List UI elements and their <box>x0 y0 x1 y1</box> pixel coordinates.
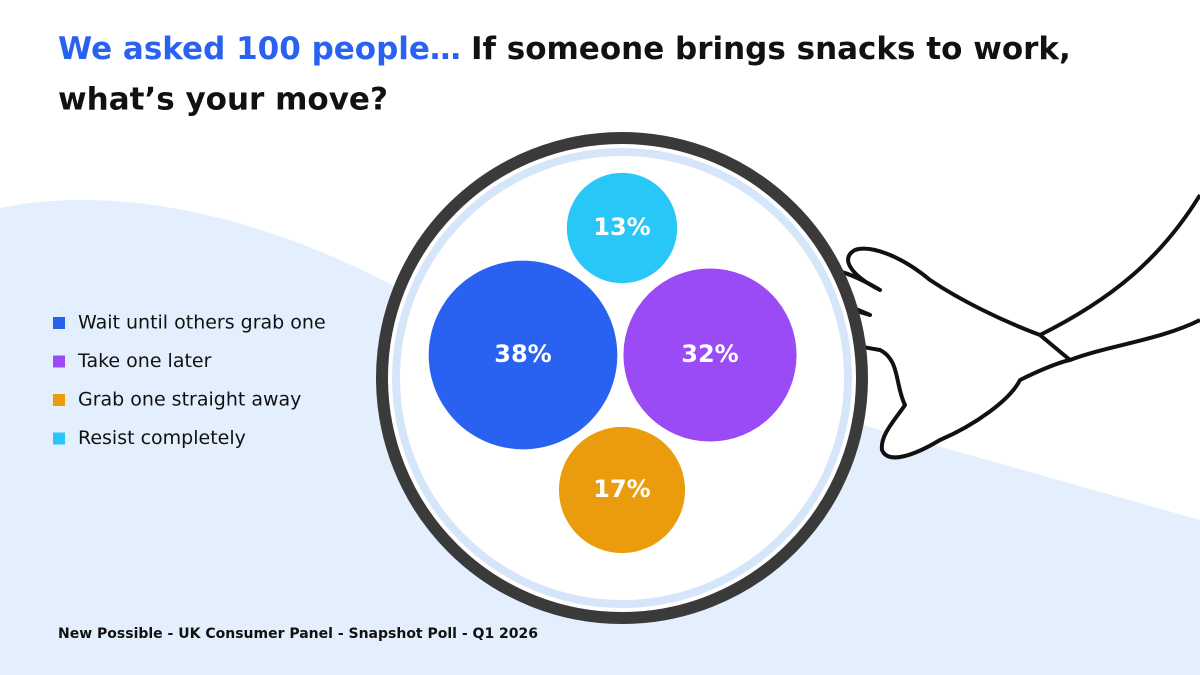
legend-label: Take one later <box>77 350 212 372</box>
title-highlight: We asked 100 people… <box>58 31 461 67</box>
legend-label: Resist completely <box>78 427 246 449</box>
legend-swatch <box>53 432 65 445</box>
chart-title: We asked 100 people… If someone brings sn… <box>58 31 1071 67</box>
legend-swatch <box>53 355 65 368</box>
value-label: 13% <box>593 213 650 241</box>
source: New Possible - UK Consumer Panel - Snaps… <box>58 626 538 642</box>
legend-label: Wait until others grab one <box>78 312 326 334</box>
plate <box>376 132 868 624</box>
title-line: If someone brings snacks to work, <box>471 31 1071 67</box>
value-label: 38% <box>494 340 551 368</box>
value-label: 32% <box>681 340 738 368</box>
value-label: 17% <box>593 475 650 503</box>
legend-swatch <box>53 394 65 406</box>
title-line: what’s your move? <box>58 82 388 118</box>
bubble <box>558 426 686 554</box>
plate-rim <box>392 148 852 608</box>
legend-swatch <box>53 317 65 329</box>
arm <box>1039 193 1200 362</box>
bubble <box>428 260 618 450</box>
bubble <box>566 172 678 284</box>
legend-label: Grab one straight away <box>78 389 301 411</box>
bubble <box>623 268 797 442</box>
